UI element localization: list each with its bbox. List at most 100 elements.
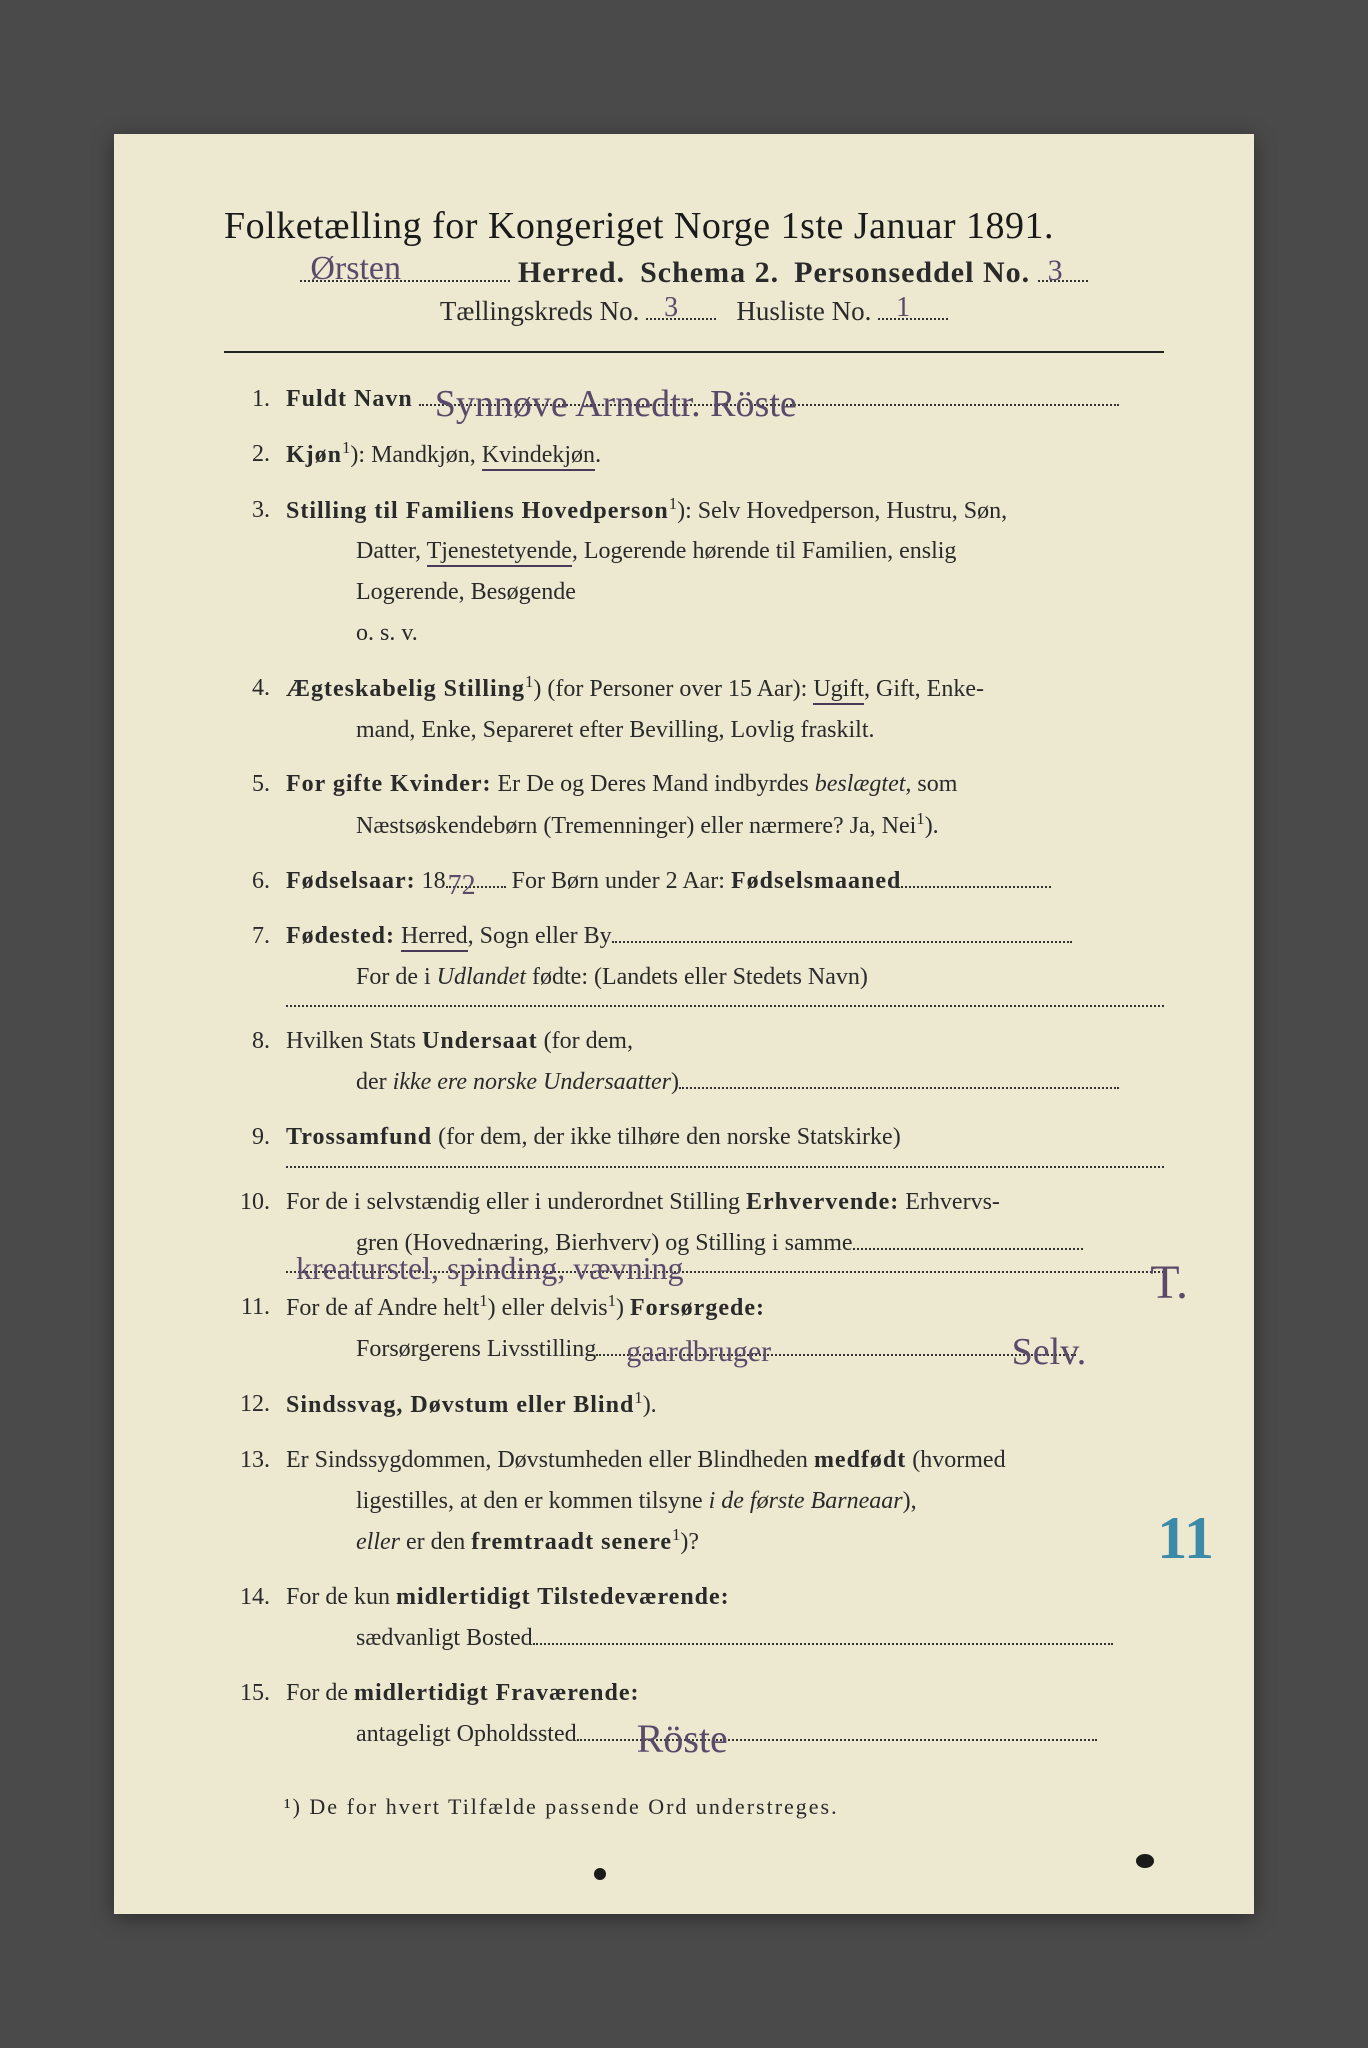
birthplace-line [286, 1005, 1164, 1007]
entry-2: 2. Kjøn1): Mandkjøn, Kvindekjøn. [224, 434, 1164, 476]
taellingskreds-no: 3 [664, 292, 678, 324]
entry-num: 3. [224, 490, 286, 654]
year-field: 72 [446, 886, 506, 888]
herred-field: Ørsten [300, 280, 510, 282]
livsstilling-handwritten: gaardbruger [626, 1326, 771, 1377]
month-field [901, 886, 1051, 888]
entry-num: 5. [224, 764, 286, 847]
entry-6: 6. Fødselsaar: 1872 For Børn under 2 Aar… [224, 861, 1164, 902]
page-title: Folketælling for Kongeriget Norge 1ste J… [224, 204, 1164, 248]
undersaat-label: Undersaat [422, 1028, 538, 1054]
ugift-underlined: Ugift [813, 676, 864, 705]
entry-body: For de midlertidigt Fraværende: antageli… [286, 1673, 1164, 1755]
personseddel-label: Personseddel No. [794, 256, 1030, 289]
entry-body: For de i selvstændig eller i underordnet… [286, 1182, 1164, 1274]
entry-13: 13. Er Sindssygdommen, Døvstumheden elle… [224, 1440, 1164, 1563]
ink-spot [594, 1868, 606, 1880]
entry-num: 13. [224, 1440, 286, 1563]
entry-line: ligestilles, at den er kommen tilsyne i … [286, 1481, 1164, 1522]
entry-line: o. s. v. [286, 613, 1164, 654]
divider-rule [224, 351, 1164, 353]
entry-body: Fødselsaar: 1872 For Børn under 2 Aar: F… [286, 861, 1164, 902]
entry-line: Næstsøskendebørn (Tremenninger) eller næ… [286, 805, 1164, 847]
census-form-page: Folketælling for Kongeriget Norge 1ste J… [114, 134, 1254, 1914]
entry-body: Sindssvag, Døvstum eller Blind1). [286, 1384, 1164, 1426]
bosted-field [533, 1643, 1113, 1645]
livsstilling-field: gaardbruger Selv. [596, 1354, 1076, 1356]
entry-num: 10. [224, 1182, 286, 1274]
entry-1: 1. Fuldt Navn Synnøve Arnedtr. Röste [224, 379, 1164, 420]
entry-line: antageligt Opholdssted Röste [286, 1714, 1164, 1755]
entry-10: 10. For de i selvstændig eller i underor… [224, 1182, 1164, 1274]
footnote: ¹) De for hvert Tilfælde passende Ord un… [224, 1794, 1164, 1820]
entry-14: 14. For de kun midlertidigt Tilstedevære… [224, 1577, 1164, 1659]
entry-12: 12. Sindssvag, Døvstum eller Blind1). [224, 1384, 1164, 1426]
entry-num: 15. [224, 1673, 286, 1755]
entry-body: Kjøn1): Mandkjøn, Kvindekjøn. [286, 434, 1164, 476]
entry-line: For de i Udlandet fødte: (Landets eller … [286, 957, 1164, 998]
herred-underlined: Herred [401, 923, 468, 952]
entry-line: eller er den fremtraadt senere1)? [286, 1521, 1164, 1563]
kvindekjon-underlined: Kvindekjøn [482, 442, 595, 471]
undersaat-field [679, 1087, 1119, 1089]
entry-body: Ægteskabelig Stilling1) (for Personer ov… [286, 668, 1164, 751]
entry-num: 8. [224, 1021, 286, 1103]
entry-body: Hvilken Stats Undersaat (for dem, der ik… [286, 1021, 1164, 1103]
entry-body: Trossamfund (for dem, der ikke tilhøre d… [286, 1117, 1164, 1168]
entry-5: 5. For gifte Kvinder: Er De og Deres Man… [224, 764, 1164, 847]
selv-handwritten: Selv. [1012, 1320, 1087, 1385]
entry-body: For gifte Kvinder: Er De og Deres Mand i… [286, 764, 1164, 847]
sindssvag-label: Sindssvag, Døvstum eller Blind [286, 1392, 634, 1418]
fravaerende-label: midlertidigt Fraværende: [354, 1680, 640, 1706]
entry-line: mand, Enke, Separeret efter Bevilling, L… [286, 710, 1164, 751]
ink-spot [1136, 1854, 1154, 1868]
opholdssted-handwritten: Röste [637, 1705, 728, 1773]
entry-line: Logerende, Besøgende [286, 572, 1164, 613]
fodselsmaaned-label: Fødselsmaaned [731, 868, 901, 894]
entry-8: 8. Hvilken Stats Undersaat (for dem, der… [224, 1021, 1164, 1103]
entry-15: 15. For de midlertidigt Fraværende: anta… [224, 1673, 1164, 1755]
header-line-2: Ørsten Herred. Schema 2. Personseddel No… [224, 256, 1164, 290]
name-handwritten: Synnøve Arnedtr. Röste [435, 372, 797, 437]
name-field: Synnøve Arnedtr. Röste [419, 404, 1119, 406]
entry-num: 7. [224, 916, 286, 1008]
entry-body: For de kun midlertidigt Tilstedeværende:… [286, 1577, 1164, 1659]
tilstedevaerende-label: midlertidigt Tilstedeværende: [396, 1584, 730, 1610]
entry-body: Fuldt Navn Synnøve Arnedtr. Röste [286, 379, 1164, 420]
occupation-field: kreaturstel, spinding, vævning [286, 1271, 1164, 1273]
birthplace-field [612, 941, 1072, 943]
medfodt-label: medfødt [814, 1447, 906, 1473]
entry-body: Stilling til Familiens Hovedperson1): Se… [286, 490, 1164, 654]
occupation-handwritten: kreaturstel, spinding, vævning [296, 1241, 684, 1295]
year-handwritten: 72 [448, 862, 476, 910]
entry-11: 11. For de af Andre helt1) eller delvis1… [224, 1287, 1164, 1370]
personseddel-no: 3 [1048, 254, 1063, 288]
entry-line: sædvanligt Bosted [286, 1618, 1164, 1659]
entry-3: 3. Stilling til Familiens Hovedperson1):… [224, 490, 1164, 654]
entry-body: Fødested: Herred, Sogn eller By For de i… [286, 916, 1164, 1008]
entry-num: 11. [224, 1287, 286, 1370]
herred-label: Herred. [518, 256, 625, 289]
entry-body: For de af Andre helt1) eller delvis1) Fo… [286, 1287, 1164, 1370]
schema-label: Schema 2. [640, 256, 779, 289]
husliste-field: 1 [878, 318, 948, 320]
header-line-3: Tællingskreds No. 3 Husliste No. 1 [224, 296, 1164, 327]
entry-line: der ikke ere norske Undersaatter) [286, 1062, 1164, 1103]
entry-num: 9. [224, 1117, 286, 1168]
opholdssted-field: Röste [577, 1739, 1097, 1741]
entry-num: 4. [224, 668, 286, 751]
husliste-label: Husliste No. [736, 296, 871, 326]
gifte-kvinder-label: For gifte Kvinder: [286, 771, 492, 797]
taellingskreds-label: Tællingskreds No. [440, 296, 640, 326]
entry-num: 14. [224, 1577, 286, 1659]
trossamfund-label: Trossamfund [286, 1124, 432, 1150]
personseddel-field: 3 [1038, 280, 1088, 282]
husliste-no: 1 [896, 292, 910, 324]
entry-body: Er Sindssygdommen, Døvstumheden eller Bl… [286, 1440, 1164, 1563]
entry-line: Forsørgerens Livsstilling gaardbruger Se… [286, 1329, 1164, 1370]
fodested-label: Fødested: [286, 923, 395, 949]
erhvervende-label: Erhvervende: [746, 1189, 899, 1215]
tjenestetyende-underlined: Tjenestetyende [427, 538, 572, 567]
entry-num: 1. [224, 379, 286, 420]
fuldt-navn-label: Fuldt Navn [286, 386, 413, 412]
